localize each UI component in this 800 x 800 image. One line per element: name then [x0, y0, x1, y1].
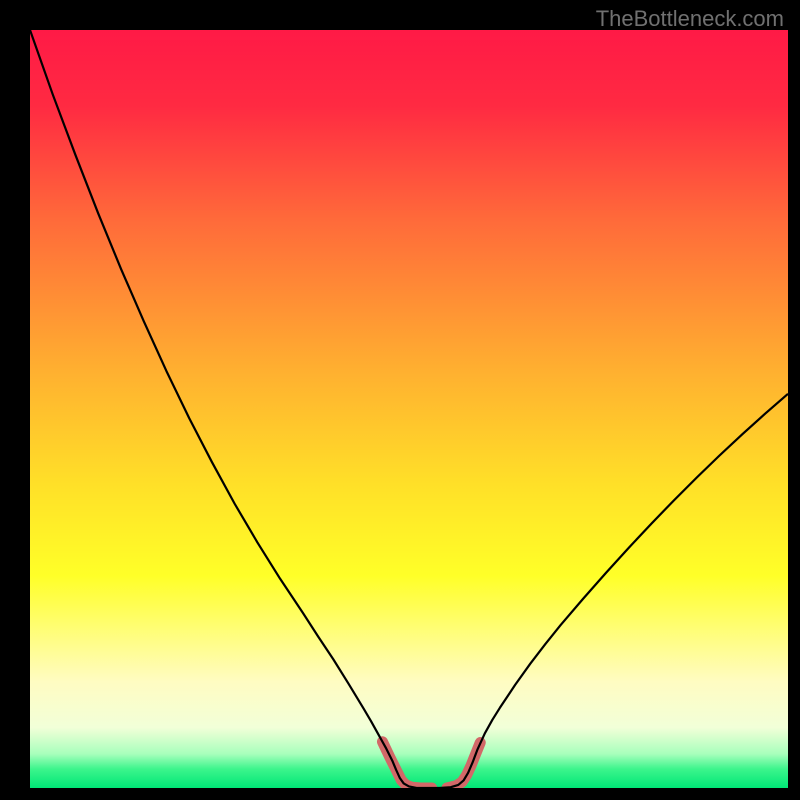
highlight-segment — [382, 742, 431, 788]
watermark-text: TheBottleneck.com — [596, 6, 784, 32]
chart-stage: TheBottleneck.com — [0, 0, 800, 800]
plot-area — [30, 30, 788, 788]
bottleneck-curve — [30, 30, 788, 788]
highlight-layer — [382, 742, 480, 788]
plot-svg — [30, 30, 788, 788]
curve-layer — [30, 30, 788, 788]
